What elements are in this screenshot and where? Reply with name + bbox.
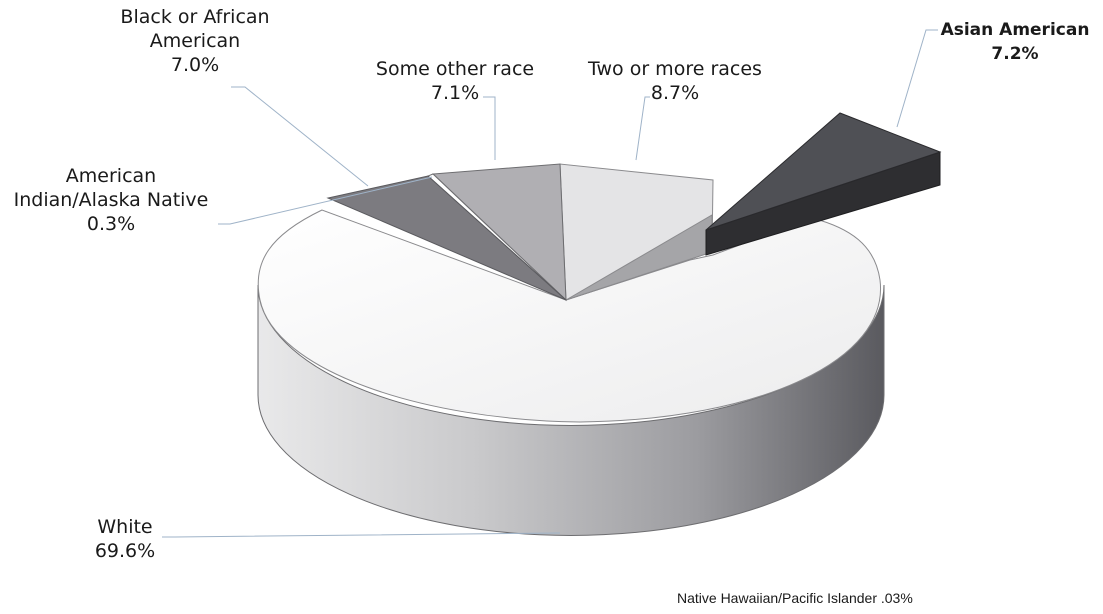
leader-amind bbox=[218, 176, 433, 225]
label-white: White 69.6% bbox=[70, 515, 180, 563]
label-black-line2: American bbox=[149, 30, 241, 52]
label-amind-line2: Indian/Alaska Native bbox=[13, 189, 209, 211]
label-asian: Asian American 7.2% bbox=[930, 18, 1100, 66]
leader-asian bbox=[896, 29, 938, 128]
slice-black bbox=[326, 175, 567, 301]
label-black-value: 7.0% bbox=[170, 54, 220, 76]
label-two-or-more-line1: Two or more races bbox=[588, 58, 762, 80]
label-asian-line1: Asian American bbox=[940, 20, 1090, 40]
leader-black bbox=[231, 86, 369, 187]
slice-asian bbox=[705, 112, 942, 231]
slice-white bbox=[257, 209, 881, 423]
label-some-other-line1: Some other race bbox=[375, 58, 535, 80]
label-two-or-more: Two or more races 8.7% bbox=[560, 57, 790, 105]
note-native-hawaiian: Native Hawaiian/Pacific Islander .03% bbox=[677, 590, 913, 606]
leader-two-or-more bbox=[635, 96, 650, 161]
label-white-value: 69.6% bbox=[94, 540, 156, 562]
label-some-other-value: 7.1% bbox=[430, 82, 480, 104]
label-black: Black or African American 7.0% bbox=[95, 5, 295, 77]
label-two-or-more-value: 8.7% bbox=[650, 82, 700, 104]
leader-some-other bbox=[483, 96, 496, 160]
label-american-indian: American Indian/Alaska Native 0.3% bbox=[0, 164, 222, 236]
leader-white bbox=[162, 532, 561, 538]
label-black-line1: Black or African bbox=[120, 6, 270, 28]
slice-white-side bbox=[257, 284, 885, 536]
label-asian-value: 7.2% bbox=[991, 44, 1039, 64]
label-amind-value: 0.3% bbox=[86, 213, 136, 235]
label-amind-line1: American bbox=[65, 165, 157, 187]
label-some-other: Some other race 7.1% bbox=[355, 57, 555, 105]
label-white-line1: White bbox=[97, 516, 153, 538]
